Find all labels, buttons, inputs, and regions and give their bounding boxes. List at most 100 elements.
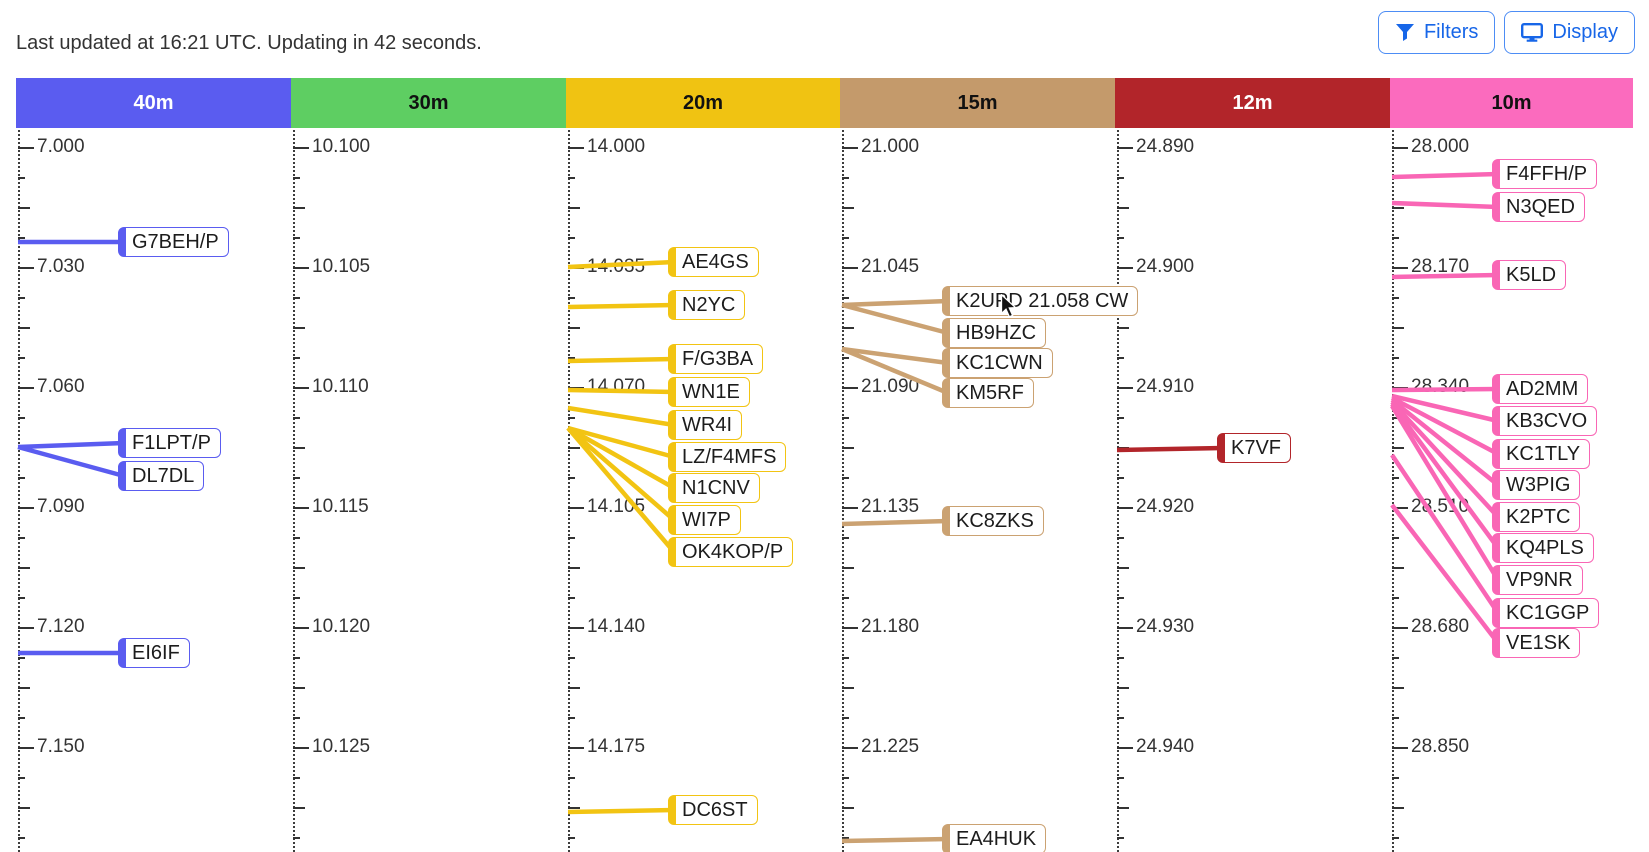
spot-line-K2UPD 21.058 CW [841, 298, 949, 308]
spot-line-F4FFH/P [1391, 171, 1499, 180]
tick-label-15m-21.090: 21.090 [861, 376, 920, 397]
major-tick-10m-28.510 [1392, 507, 1408, 509]
minor-tick [568, 717, 575, 719]
major-tick-10m-28.000 [1392, 147, 1408, 149]
major-tick-20m-14.000 [568, 147, 584, 149]
minor-tick [842, 297, 849, 299]
spot-K2UPD[interactable]: K2UPD 21.058 CW [942, 286, 1139, 316]
spot-AE4GS[interactable]: AE4GS [668, 247, 759, 277]
tick-label-10m-28.340: 28.340 [1411, 376, 1470, 397]
spot-OK4KOP/P[interactable]: OK4KOP/P [668, 537, 794, 567]
filters-button[interactable]: Filters [1377, 11, 1496, 54]
tick-label-15m-21.135: 21.135 [861, 496, 920, 517]
spot-KC8ZKS[interactable]: KC8ZKS [942, 506, 1044, 536]
spot-N2YC[interactable]: N2YC [668, 290, 746, 320]
minor-tick [293, 207, 305, 209]
spot-WR4I[interactable]: WR4I [668, 410, 742, 440]
minor-tick [568, 657, 575, 659]
minor-tick [842, 537, 849, 539]
minor-tick [1117, 837, 1124, 839]
minor-tick [1392, 807, 1404, 809]
spot-WN1E[interactable]: WN1E [668, 377, 750, 407]
spot-N1CNV[interactable]: N1CNV [668, 473, 760, 503]
status-text: Last updated at 16:21 UTC. Updating in 4… [16, 32, 482, 54]
spot-VE1SK[interactable]: VE1SK [1492, 628, 1581, 658]
spot-HB9HZC[interactable]: HB9HZC [942, 318, 1047, 348]
spot-DL7DL[interactable]: DL7DL [118, 461, 205, 491]
spot-EI6IF[interactable]: EI6IF [118, 638, 190, 668]
frequency-ruler-30m [293, 130, 295, 852]
minor-tick [568, 417, 575, 419]
spot-KB3CVO[interactable]: KB3CVO [1492, 406, 1598, 436]
major-tick-40m-7.090 [18, 507, 34, 509]
spot-KC1GGP[interactable]: KC1GGP [1492, 598, 1600, 628]
minor-tick [18, 447, 30, 449]
spot-F4FFH/P[interactable]: F4FFH/P [1492, 159, 1598, 189]
minor-tick [18, 807, 30, 809]
tick-label-12m-24.930: 24.930 [1136, 616, 1195, 637]
spot-KQ4PLS[interactable]: KQ4PLS [1492, 533, 1594, 563]
spot-line-N1CNV [566, 426, 676, 490]
minor-tick [293, 177, 300, 179]
major-tick-30m-10.110 [293, 387, 309, 389]
major-tick-40m-7.150 [18, 747, 34, 749]
minor-tick [1392, 717, 1399, 719]
minor-tick [1117, 597, 1124, 599]
major-tick-20m-14.035 [568, 267, 584, 269]
tick-label-20m-14.035: 14.035 [587, 256, 646, 277]
minor-tick [842, 837, 849, 839]
tick-label-30m-10.125: 10.125 [312, 736, 371, 757]
minor-tick [293, 537, 300, 539]
spot-WI7P[interactable]: WI7P [668, 505, 741, 535]
minor-tick [1117, 657, 1124, 659]
tick-label-12m-24.920: 24.920 [1136, 496, 1195, 517]
spot-DC6ST[interactable]: DC6ST [668, 795, 758, 825]
major-tick-20m-14.070 [568, 387, 584, 389]
minor-tick [18, 477, 25, 479]
spot-K5LD[interactable]: K5LD [1492, 260, 1567, 290]
spot-N3QED[interactable]: N3QED [1492, 192, 1585, 222]
major-tick-12m-24.930 [1117, 627, 1133, 629]
minor-tick [18, 777, 25, 779]
display-button[interactable]: Display [1504, 11, 1635, 54]
minor-tick [1117, 807, 1129, 809]
spot-AD2MM[interactable]: AD2MM [1492, 374, 1589, 404]
spot-LZ/F4MFS[interactable]: LZ/F4MFS [668, 442, 787, 472]
minor-tick [842, 237, 849, 239]
minor-tick [293, 357, 300, 359]
major-tick-15m-21.135 [842, 507, 858, 509]
spot-EA4HUK[interactable]: EA4HUK [942, 824, 1047, 852]
spot-KC1TLY[interactable]: KC1TLY [1492, 439, 1591, 469]
spot-line-DC6ST [567, 807, 675, 815]
tick-label-12m-24.910: 24.910 [1136, 376, 1195, 397]
minor-tick [1392, 417, 1399, 419]
spot-F/G3BA[interactable]: F/G3BA [668, 344, 764, 374]
minor-tick [1117, 207, 1129, 209]
minor-tick [1392, 207, 1404, 209]
minor-tick [293, 297, 300, 299]
spot-K7VF[interactable]: K7VF [1217, 433, 1292, 463]
major-tick-30m-10.125 [293, 747, 309, 749]
minor-tick [18, 537, 25, 539]
spot-line-OK4KOP/P [566, 426, 676, 554]
minor-tick [1117, 537, 1124, 539]
minor-tick [842, 807, 854, 809]
tick-label-12m-24.890: 24.890 [1136, 136, 1195, 157]
tick-label-10m-28.170: 28.170 [1411, 256, 1470, 277]
minor-tick [293, 687, 305, 689]
minor-tick [293, 567, 305, 569]
major-tick-10m-28.170 [1392, 267, 1408, 269]
major-tick-12m-24.890 [1117, 147, 1133, 149]
spot-KM5RF[interactable]: KM5RF [942, 378, 1034, 408]
spot-K2PTC[interactable]: K2PTC [1492, 502, 1581, 532]
spot-F1LPT/P[interactable]: F1LPT/P [118, 428, 221, 458]
spot-KC1CWN[interactable]: KC1CWN [942, 348, 1053, 378]
minor-tick [293, 597, 300, 599]
spot-line-K7VF [1116, 445, 1224, 453]
tick-label-20m-14.070: 14.070 [587, 376, 646, 397]
spot-G7BEH/P[interactable]: G7BEH/P [118, 227, 229, 257]
tick-label-30m-10.120: 10.120 [312, 616, 371, 637]
spot-VP9NR[interactable]: VP9NR [1492, 565, 1583, 595]
minor-tick [1392, 837, 1399, 839]
spot-W3PIG[interactable]: W3PIG [1492, 470, 1581, 500]
